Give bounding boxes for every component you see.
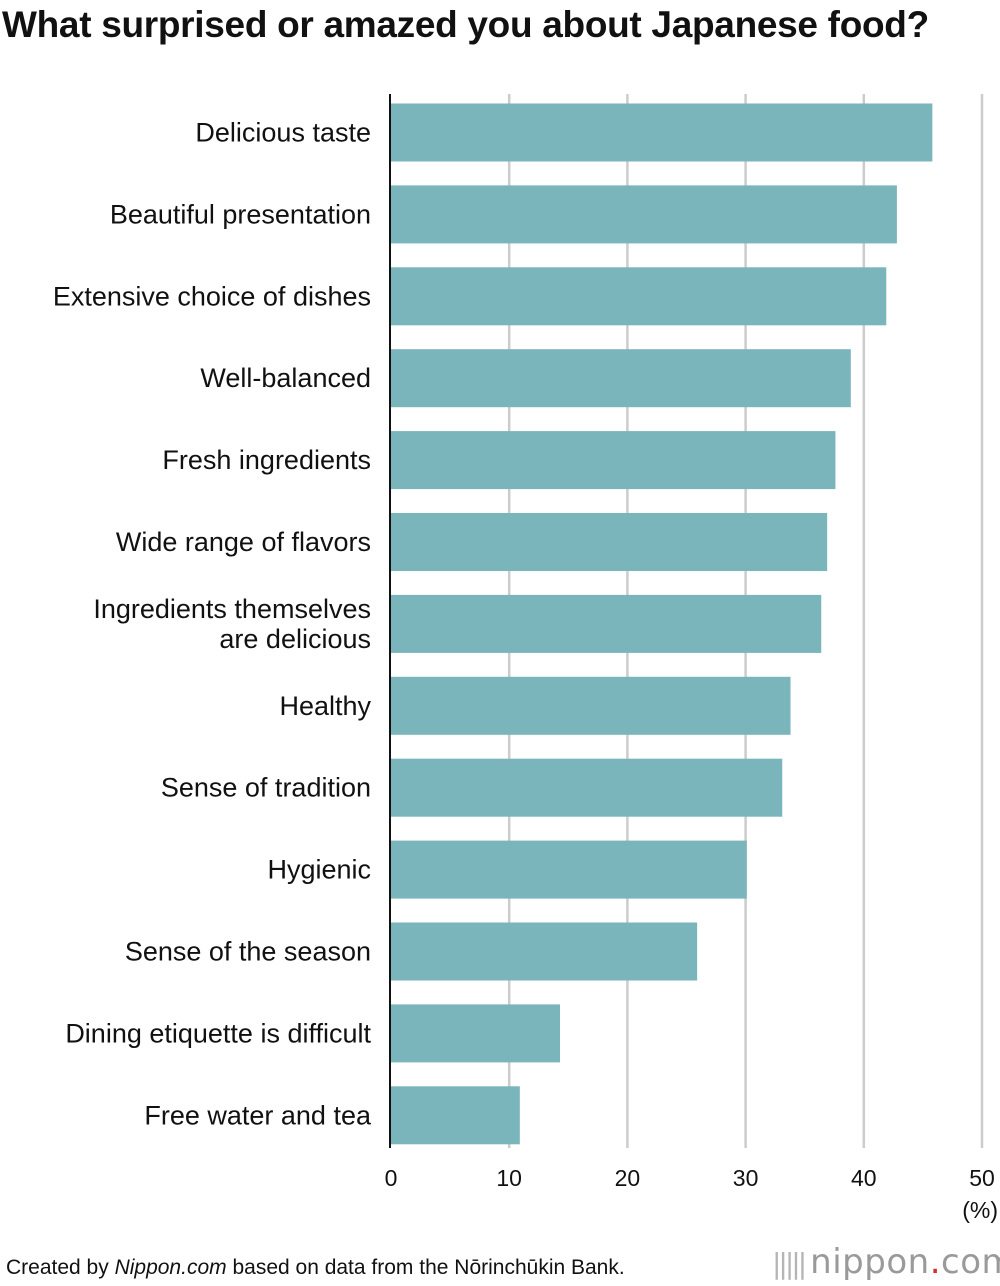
bar bbox=[391, 1086, 520, 1145]
category-label: Healthy bbox=[279, 691, 371, 721]
bar bbox=[391, 676, 791, 735]
x-tick-label: 50 bbox=[969, 1165, 995, 1191]
x-tick-label: 10 bbox=[496, 1165, 522, 1191]
category-label: Fresh ingredients bbox=[162, 445, 371, 475]
footer-suffix: based on data from the Nōrinchūkin Bank. bbox=[226, 1256, 625, 1279]
bar bbox=[391, 758, 783, 817]
category-label: Beautiful presentation bbox=[110, 199, 371, 229]
category-label: Well-balanced bbox=[200, 363, 371, 393]
category-label: Free water and tea bbox=[144, 1100, 372, 1130]
footer-prefix: Created by bbox=[6, 1256, 115, 1279]
x-axis-unit: (%) bbox=[962, 1197, 998, 1223]
bar bbox=[391, 513, 828, 571]
logo-bars-icon: ||||| bbox=[772, 1247, 807, 1280]
category-label: Dining etiquette is difficult bbox=[65, 1018, 371, 1048]
bar bbox=[391, 431, 836, 490]
bar bbox=[391, 1004, 561, 1063]
category-label: Extensive choice of dishes bbox=[53, 281, 371, 311]
x-tick-label: 40 bbox=[851, 1165, 877, 1191]
category-label: Delicious taste bbox=[195, 118, 371, 148]
logo-tld: com bbox=[941, 1242, 1000, 1282]
bar bbox=[391, 349, 851, 408]
bars bbox=[391, 103, 933, 1145]
bar bbox=[391, 922, 698, 981]
chart-title: What surprised or amazed you about Japan… bbox=[2, 4, 929, 45]
bar bbox=[391, 103, 933, 162]
category-label: Hygienic bbox=[267, 855, 371, 885]
category-label: are delicious bbox=[219, 624, 371, 654]
category-label: Ingredients themselves bbox=[93, 594, 371, 624]
bar bbox=[391, 185, 897, 244]
source-footer: Created by Nippon.com based on data from… bbox=[6, 1256, 625, 1280]
bar bbox=[391, 840, 747, 899]
bar bbox=[391, 594, 822, 653]
footer-source-name: Nippon.com bbox=[114, 1256, 227, 1279]
category-label: Sense of tradition bbox=[161, 773, 371, 803]
x-tick-label: 20 bbox=[615, 1165, 641, 1191]
logo-name: nippon bbox=[810, 1242, 930, 1282]
x-tick-labels: 0 10 20 30 40 50 bbox=[385, 1165, 995, 1191]
category-labels: Delicious taste Beautiful presentation Ext… bbox=[53, 118, 372, 1131]
category-label: Wide range of flavors bbox=[116, 527, 371, 557]
bar bbox=[391, 267, 887, 326]
x-tick-label: 0 bbox=[385, 1165, 398, 1191]
logo-dot: . bbox=[929, 1242, 941, 1282]
x-tick-label: 30 bbox=[733, 1165, 759, 1191]
nippon-logo: ||||| nippon.com bbox=[772, 1242, 1000, 1282]
category-label: Sense of the season bbox=[125, 937, 371, 967]
